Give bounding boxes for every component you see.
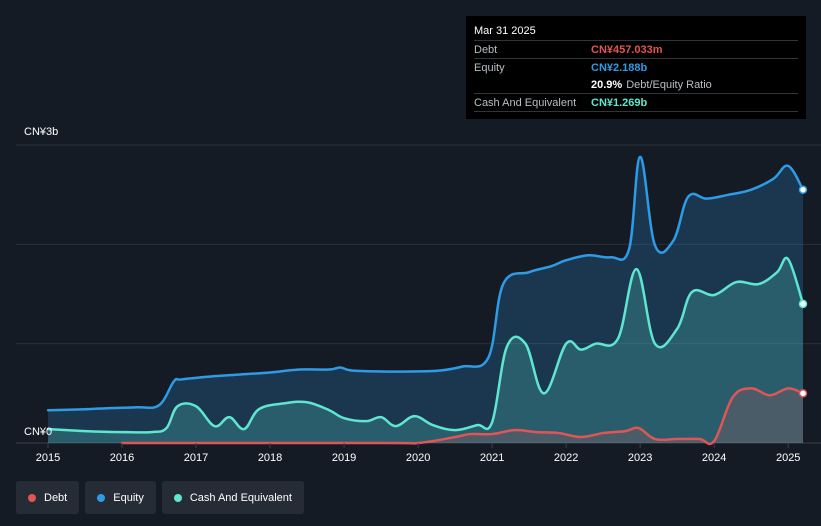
tooltip-label-debt: Debt	[474, 43, 498, 56]
tooltip-bottom-rule	[474, 111, 798, 112]
legend-label-cash: Cash And Equivalent	[189, 491, 292, 504]
tooltip: Mar 31 2025 Debt CN¥457.033m Equity CN¥2…	[466, 16, 806, 119]
series-endpoints	[798, 185, 808, 398]
tooltip-date: Mar 31 2025	[474, 25, 536, 37]
tooltip-value-equity: CN¥2.188b	[591, 61, 648, 74]
tooltip-label-cash: Cash And Equivalent	[474, 96, 577, 109]
x-tick-label: 2021	[480, 452, 504, 464]
tooltip-row-debt: Debt CN¥457.033m	[474, 40, 798, 58]
legend-label-debt: Debt	[44, 491, 68, 504]
tooltip-label-equity: Equity	[474, 61, 505, 74]
cash-and-equivalent-area	[48, 257, 803, 443]
cash-and-equivalent-line	[46, 256, 805, 434]
equity-dot-icon	[97, 493, 106, 502]
x-tick-label: 2023	[628, 452, 652, 464]
tooltip-value-cash: CN¥1.269b	[591, 96, 648, 109]
series-lines	[46, 155, 805, 446]
x-tick-label: 2015	[36, 452, 60, 464]
equity-endpoint	[798, 185, 808, 194]
x-tick-labels: 2015 2016 2017 2018 2019 2020 2021 2022 2023 2024…	[36, 443, 800, 464]
tooltip-row-equity: Equity CN¥2.188b	[474, 58, 798, 76]
legend-label-equity: Equity	[113, 491, 144, 504]
equity-line	[46, 155, 805, 412]
legend: Debt Equity Cash And Equivalent	[16, 481, 304, 514]
x-tick-label: 2024	[702, 452, 726, 464]
legend-item-debt[interactable]: Debt	[16, 481, 80, 514]
cash-and-equivalent-endpoint	[798, 299, 808, 309]
debt-dot-icon	[28, 493, 36, 502]
y-tick-label: CN¥3b	[24, 126, 58, 138]
series-areas	[48, 156, 804, 444]
tooltip-value-debt: CN¥457.033m	[591, 43, 663, 56]
tooltip-ratio-suffix: Debt/Equity Ratio	[626, 78, 712, 91]
tooltip-row-cash: Cash And Equivalent CN¥1.269b	[474, 93, 798, 111]
x-tick-label: 2018	[258, 452, 282, 464]
debt-endpoint	[798, 389, 808, 398]
legend-item-cash[interactable]: Cash And Equivalent	[161, 481, 304, 514]
x-tick-label: 2020	[406, 452, 430, 464]
x-tick-label: 2019	[332, 452, 356, 464]
cash-dot-icon	[173, 493, 182, 502]
x-tick-label: 2022	[554, 452, 578, 464]
legend-item-equity[interactable]: Equity	[85, 481, 156, 514]
debt-area	[122, 388, 804, 444]
debt-line	[120, 387, 805, 446]
y-tick-label: CN¥0	[24, 426, 52, 438]
tooltip-row-ratio: 20.9% Debt/Equity Ratio	[474, 76, 798, 93]
y-tick-labels: CN¥3b CN¥0	[24, 126, 58, 438]
x-tick-label: 2016	[110, 452, 134, 464]
x-tick-label: 2025	[776, 452, 800, 464]
equity-area	[48, 156, 803, 443]
tooltip-value-ratio: 20.9%	[591, 78, 623, 91]
x-tick-label: 2017	[184, 452, 208, 464]
